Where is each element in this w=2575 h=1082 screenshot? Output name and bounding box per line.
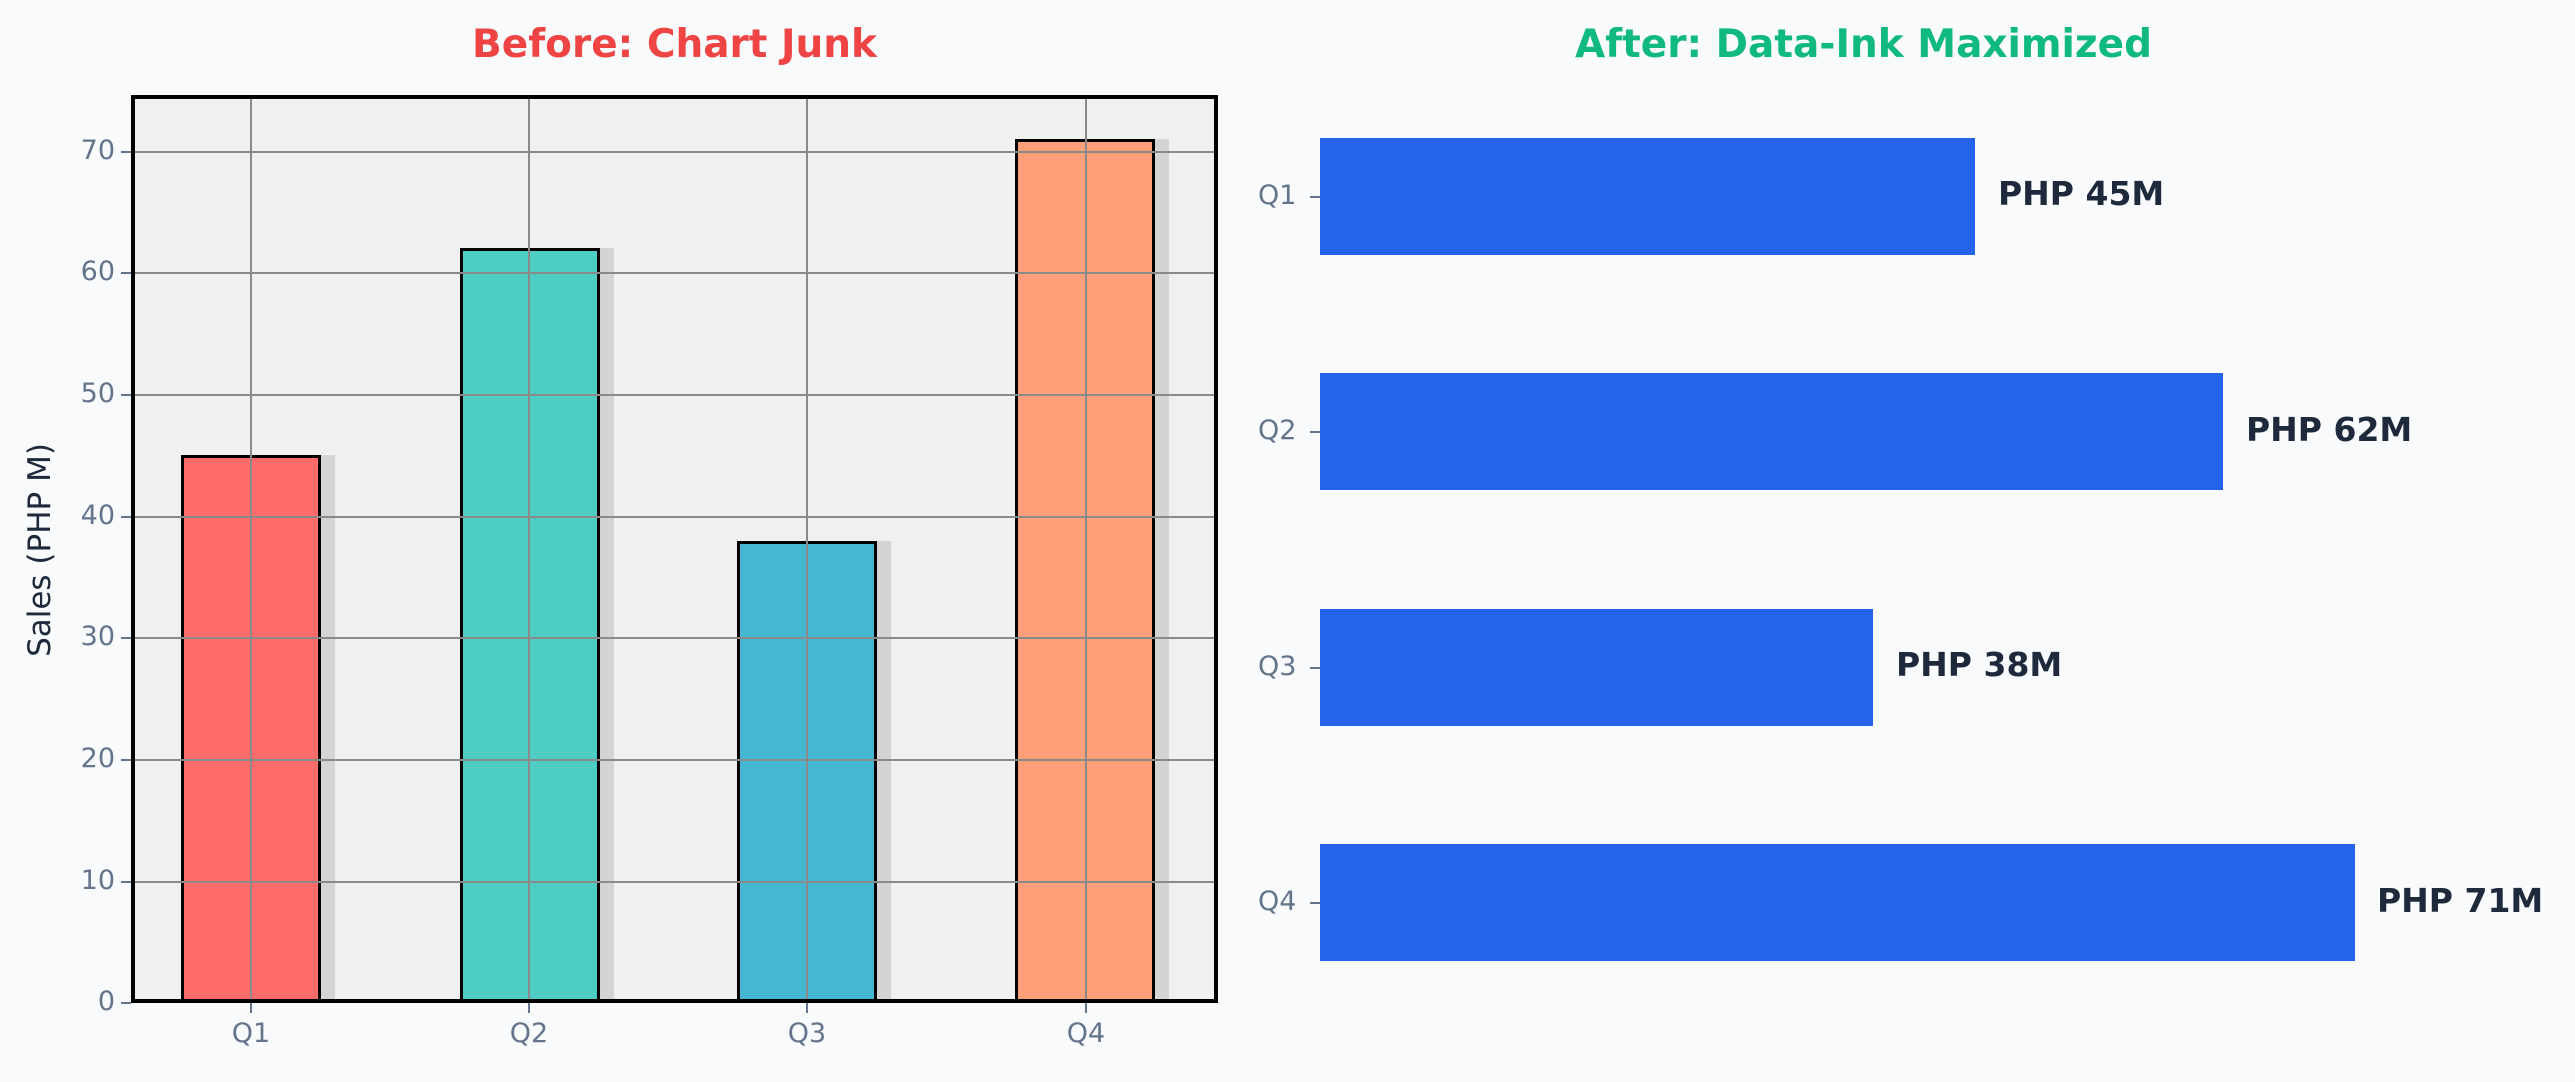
grid-line bbox=[131, 516, 1218, 518]
data-label: PHP 38M bbox=[1896, 645, 2063, 684]
y-tick-label: 70 bbox=[80, 135, 115, 166]
y-tick bbox=[121, 881, 131, 883]
y-tick-label: 40 bbox=[80, 500, 115, 531]
y-tick bbox=[1310, 431, 1320, 433]
y-tick bbox=[121, 759, 131, 761]
plot-frame bbox=[131, 95, 1218, 1003]
y-tick bbox=[121, 394, 131, 396]
hbar-q2[interactable] bbox=[1320, 373, 2223, 490]
x-tick bbox=[250, 1003, 252, 1013]
grid-line bbox=[131, 637, 1218, 639]
y-tick-label: 0 bbox=[97, 986, 115, 1017]
data-label: PHP 45M bbox=[1998, 174, 2165, 213]
grid-line bbox=[131, 272, 1218, 274]
grid-line bbox=[131, 394, 1218, 396]
grid-line bbox=[131, 151, 1218, 153]
hbar-q1[interactable] bbox=[1320, 138, 1975, 255]
y-tick-label: Q2 bbox=[1258, 415, 1297, 446]
y-tick-label: 10 bbox=[80, 865, 115, 896]
y-tick bbox=[121, 637, 131, 639]
left-chart-title: Before: Chart Junk bbox=[472, 22, 877, 67]
y-tick-label: 50 bbox=[80, 378, 115, 409]
x-tick-label: Q1 bbox=[231, 1018, 271, 1049]
y-tick bbox=[121, 272, 131, 274]
y-tick bbox=[121, 151, 131, 153]
y-tick-label: Q3 bbox=[1258, 651, 1297, 682]
y-tick-label: Q1 bbox=[1258, 180, 1297, 211]
grid-line bbox=[250, 95, 252, 1003]
y-tick bbox=[1310, 667, 1320, 669]
y-axis-title: Sales (PHP M) bbox=[22, 443, 58, 657]
y-tick bbox=[121, 516, 131, 518]
y-tick bbox=[121, 1002, 131, 1004]
bar-q2[interactable] bbox=[460, 248, 600, 1003]
x-tick-label: Q3 bbox=[787, 1018, 827, 1049]
hbar-q3[interactable] bbox=[1320, 609, 1873, 726]
x-tick-label: Q4 bbox=[1066, 1018, 1106, 1049]
y-tick-label: 60 bbox=[80, 256, 115, 287]
grid-line bbox=[131, 881, 1218, 883]
y-tick bbox=[1310, 902, 1320, 904]
data-label: PHP 62M bbox=[2246, 410, 2413, 449]
x-tick-label: Q2 bbox=[509, 1018, 549, 1049]
right-chart-title: After: Data-Ink Maximized bbox=[1574, 22, 2152, 67]
x-tick bbox=[806, 1003, 808, 1013]
y-tick bbox=[1310, 196, 1320, 198]
x-tick bbox=[1085, 1003, 1087, 1013]
grid-line bbox=[1085, 95, 1087, 1003]
grid-line bbox=[806, 95, 808, 1003]
x-tick bbox=[528, 1003, 530, 1013]
grid-line bbox=[131, 759, 1218, 761]
grid-line bbox=[528, 95, 530, 1003]
hbar-q4[interactable] bbox=[1320, 844, 2355, 961]
y-tick-label: 20 bbox=[80, 743, 115, 774]
y-tick-label: Q4 bbox=[1258, 886, 1297, 917]
y-tick-label: 30 bbox=[80, 621, 115, 652]
data-label: PHP 71M bbox=[2377, 881, 2544, 920]
